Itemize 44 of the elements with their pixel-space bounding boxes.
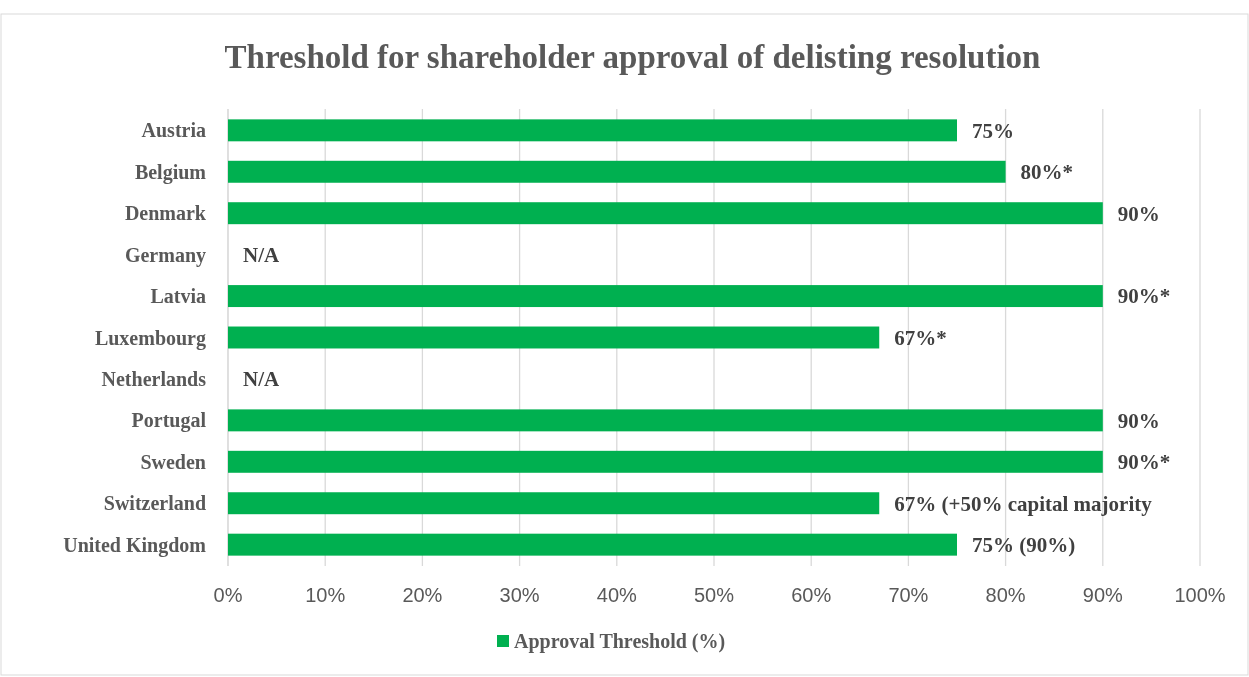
data-label: 90% [1117, 201, 1160, 226]
x-tick-label: 80% [985, 584, 1026, 606]
y-tick-label: Portugal [131, 409, 207, 433]
data-label: 90% [1117, 408, 1160, 433]
y-tick-label: Sweden [140, 450, 206, 473]
bar [228, 533, 957, 556]
chart-title: Threshold for shareholder approval of delisting resolution [224, 39, 1041, 75]
x-tick-label: 30% [499, 584, 540, 606]
x-tick-label: 100% [1174, 584, 1226, 606]
y-tick-label: Belgium [134, 160, 207, 184]
y-tick-label: Denmark [124, 202, 207, 225]
x-tick-label: 10% [305, 584, 346, 606]
y-tick-label: United Kingdom [63, 533, 207, 557]
data-label: 90%* [1117, 284, 1171, 309]
bar [228, 202, 1103, 225]
y-tick-label: Latvia [150, 285, 206, 308]
bar [228, 409, 1103, 432]
x-tick-label: 50% [693, 584, 735, 606]
x-tick-label: 0% [213, 584, 243, 606]
x-tick-label: 70% [888, 584, 929, 606]
x-tick-label: 20% [402, 584, 443, 606]
legend-label: Approval Threshold (%) [514, 630, 726, 653]
bar [228, 160, 1006, 183]
y-tick-label: Germany [124, 243, 206, 267]
y-tick-label: Luxembourg [94, 326, 206, 350]
data-label: 67% (+50% capital majority [894, 491, 1153, 516]
bar [228, 492, 880, 515]
x-tick-label: 60% [791, 584, 832, 606]
data-label: 75% (90%) [972, 533, 1076, 558]
y-tick-label: Switzerland [103, 492, 206, 515]
x-tick-label: 40% [596, 584, 638, 606]
bar [228, 119, 957, 142]
y-tick-label: Netherlands [101, 367, 207, 390]
data-label: 75% [972, 118, 1014, 143]
text: N/A [243, 242, 280, 267]
data-label: 67%* [894, 325, 947, 350]
text: N/A [243, 367, 280, 392]
bar [228, 450, 1103, 473]
data-label: 90%* [1117, 450, 1171, 475]
bar [228, 326, 880, 349]
data-label: 80%* [1020, 160, 1074, 185]
bar [228, 285, 1103, 308]
x-tick-label: 90% [1082, 584, 1124, 606]
y-tick-label: Austria [141, 119, 206, 142]
